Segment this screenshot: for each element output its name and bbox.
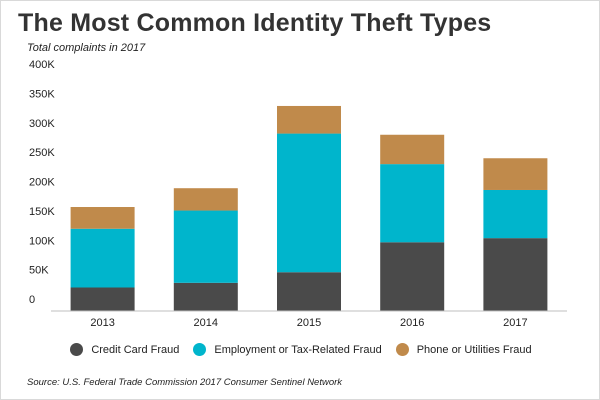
x-tick-label: 2014 <box>194 317 218 329</box>
y-tick-label: 400K <box>29 59 55 71</box>
x-tick-label: 2015 <box>297 317 321 329</box>
legend-item-phone-utilities: Phone or Utilities Fraud <box>395 343 532 356</box>
y-tick-label: 0 <box>29 294 35 306</box>
legend-label: Credit Card Fraud <box>91 343 180 356</box>
bar-segment <box>70 287 135 311</box>
bar-segment <box>70 207 135 229</box>
y-tick-label: 200K <box>29 177 55 189</box>
legend-swatch <box>395 343 409 356</box>
bar-segment <box>277 105 341 134</box>
bar-segment <box>380 242 445 311</box>
legend-swatch <box>193 343 207 356</box>
bar-segment <box>483 189 548 239</box>
bar-segment <box>173 188 238 211</box>
y-tick-label: 100K <box>29 235 55 247</box>
x-tick-label: 2017 <box>503 317 527 329</box>
x-tick-label: 2016 <box>400 317 424 329</box>
bar-segment <box>483 238 548 311</box>
bar-segment <box>173 282 238 311</box>
y-tick-label: 50K <box>29 265 49 277</box>
y-tick-label: 300K <box>29 118 55 130</box>
y-tick-label: 250K <box>29 147 55 159</box>
bar-segment <box>173 210 238 283</box>
y-tick-label: 150K <box>29 206 55 218</box>
bar-segment <box>380 164 445 243</box>
bar-segment <box>277 272 341 311</box>
chart-title: The Most Common Identity Theft Types <box>18 9 492 37</box>
chart-subtitle: Total complaints in 2017 <box>27 42 146 54</box>
legend-item-employment-tax: Employment or Tax-Related Fraud <box>193 343 382 356</box>
legend-swatch <box>70 343 84 356</box>
legend-item-credit-card: Credit Card Fraud <box>70 343 179 356</box>
bar-segment <box>277 133 341 273</box>
bar-segment <box>483 158 548 190</box>
legend: Credit Card Fraud Employment or Tax-Rela… <box>1 343 600 356</box>
y-tick-label: 350K <box>29 88 55 100</box>
bar-segment <box>70 228 135 288</box>
legend-label: Employment or Tax-Related Fraud <box>214 343 382 356</box>
legend-label: Phone or Utilities Fraud <box>416 343 532 356</box>
x-tick-label: 2013 <box>90 317 114 329</box>
bar-segment <box>380 134 445 165</box>
source-note: Source: U.S. Federal Trade Commission 20… <box>27 377 343 388</box>
stacked-bar-chart: 0 50K 100K 150K 200K 250K 300K 350K 400K 2013 2014… <box>29 59 567 329</box>
